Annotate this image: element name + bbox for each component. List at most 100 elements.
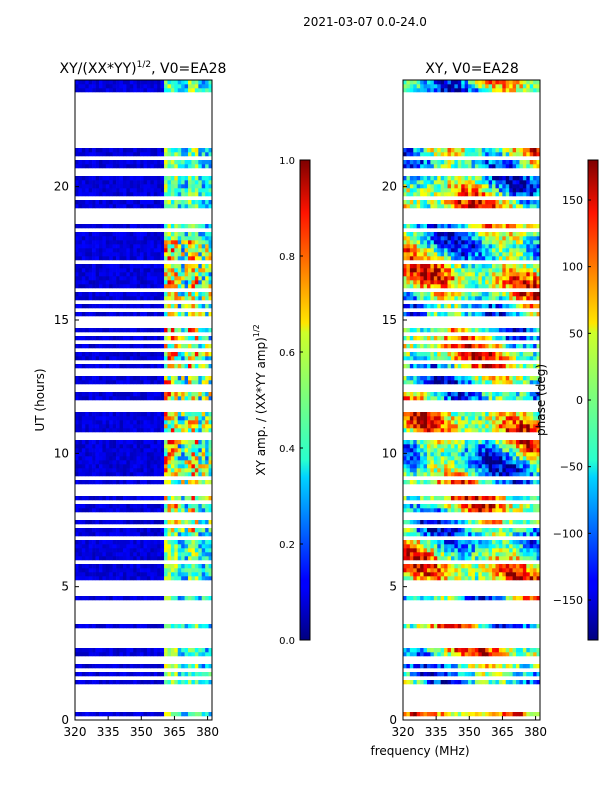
amp-heatmap-cell	[85, 244, 89, 249]
amp-heatmap-cell	[133, 712, 137, 717]
phase-heatmap-cell	[526, 376, 531, 381]
phase-heatmap-cell	[529, 624, 534, 629]
amp-heatmap-cell	[102, 364, 107, 369]
phase-heatmap-cell	[471, 540, 476, 545]
amp-heatmap-cell	[140, 236, 144, 241]
phase-heatmap-cell	[454, 672, 459, 677]
amp-heatmap-cell	[81, 148, 86, 153]
phase-heatmap-cell	[509, 576, 513, 581]
amp-heatmap-cell	[146, 544, 151, 549]
phase-heatmap-cell	[529, 712, 534, 717]
amp-heatmap-cell	[184, 496, 189, 501]
amp-heatmap-cell	[153, 504, 158, 509]
amp-heatmap-cell	[174, 264, 179, 269]
amp-heatmap-cell	[170, 272, 175, 277]
amp-heatmap-cell	[205, 520, 209, 525]
amp-heatmap-cell	[81, 176, 86, 181]
amp-heatmap-cell	[78, 204, 83, 209]
amp-heatmap-cell	[136, 568, 141, 573]
phase-heatmap-cell	[516, 564, 520, 569]
amp-heatmap-cell	[119, 244, 124, 249]
amp-heatmap-cell	[205, 576, 209, 581]
amp-heatmap-cell	[177, 456, 182, 461]
amp-heatmap-cell	[85, 712, 89, 717]
amp-heatmap-cell	[122, 540, 127, 545]
amp-heatmap-cell	[98, 440, 103, 445]
phase-heatmap-cell	[457, 448, 462, 453]
amp-heatmap-cell	[81, 336, 86, 341]
phase-heatmap-cell	[430, 440, 435, 445]
amp-heatmap-cell	[78, 464, 83, 469]
amp-heatmap-cell	[188, 284, 192, 289]
amp-heatmap-cell	[112, 276, 117, 281]
amp-heatmap-cell	[102, 440, 107, 445]
phase-heatmap-cell	[495, 572, 500, 577]
phase-heatmap-cell	[471, 472, 476, 477]
phase-heatmap-cell	[426, 568, 431, 573]
phase-heatmap-cell	[529, 412, 534, 417]
amp-heatmap-cell	[143, 236, 148, 241]
amp-heatmap-cell	[177, 200, 182, 205]
amp-heatmap-cell	[164, 444, 168, 449]
amp-heatmap-cell	[133, 268, 137, 273]
amp-heatmap-cell	[174, 576, 179, 581]
amp-heatmap-cell	[177, 412, 182, 417]
phase-heatmap-cell	[423, 508, 428, 513]
amp-heatmap-cell	[85, 268, 89, 273]
amp-heatmap-cell	[150, 192, 155, 197]
amp-heatmap-cell	[153, 444, 158, 449]
phase-heatmap-cell	[492, 364, 496, 369]
amp-heatmap-cell	[81, 424, 86, 429]
phase-heatmap-cell	[420, 556, 424, 561]
amp-heatmap-cell	[140, 336, 144, 341]
amp-heatmap-cell	[81, 188, 86, 193]
phase-heatmap-cell	[454, 356, 459, 361]
amp-heatmap-cell	[208, 412, 213, 417]
amp-heatmap-cell	[177, 624, 182, 629]
amp-heatmap-cell	[157, 232, 161, 237]
phase-heatmap-cell	[519, 468, 524, 473]
amp-heatmap-cell	[95, 548, 100, 553]
amp-heatmap-cell	[174, 572, 179, 577]
amp-heatmap-cell	[146, 472, 151, 477]
phase-heatmap-cell	[505, 520, 510, 525]
amp-heatmap-cell	[146, 444, 151, 449]
phase-heatmap-cell	[454, 556, 459, 561]
amp-heatmap-cell	[160, 556, 165, 561]
phase-heatmap-cell	[529, 440, 534, 445]
phase-heatmap-cell	[502, 456, 507, 461]
amp-heatmap-cell	[143, 672, 148, 677]
amp-heatmap-cell	[205, 528, 209, 533]
phase-heatmap-cell	[403, 412, 407, 417]
phase-heatmap-cell	[505, 376, 510, 381]
amp-heatmap-cell	[188, 380, 192, 385]
phase-heatmap-cell	[457, 648, 462, 653]
phase-heatmap-cell	[502, 504, 507, 509]
amp-heatmap-cell	[75, 520, 79, 525]
phase-heatmap-cell	[409, 564, 414, 569]
amp-heatmap-cell	[75, 184, 79, 189]
phase-heatmap-cell	[495, 444, 500, 449]
amp-heatmap-cell	[198, 180, 203, 185]
amp-heatmap-cell	[160, 392, 165, 397]
amp-heatmap-cell	[112, 568, 117, 573]
amp-heatmap-cell	[198, 452, 203, 457]
amp-heatmap-cell	[208, 236, 213, 241]
phase-heatmap-cell	[406, 496, 411, 501]
amp-heatmap-cell	[208, 480, 213, 485]
amp-heatmap-cell	[143, 244, 148, 249]
amp-heatmap-cell	[146, 296, 151, 301]
amp-panel: XY/(XX*YY)1/2, V0=EA28 320 335 350 365 380 0…	[33, 60, 226, 739]
phase-heatmap-cell	[461, 456, 465, 461]
phase-heatmap-cell	[437, 444, 441, 449]
amp-heatmap-cell	[119, 672, 124, 677]
phase-heatmap-cell	[502, 652, 507, 657]
amp-heatmap-cell	[146, 224, 151, 229]
amp-heatmap-cell	[105, 376, 110, 381]
phase-heatmap-cell	[447, 412, 452, 417]
phase-heatmap-cell	[420, 428, 424, 433]
phase-heatmap-cell	[457, 460, 462, 465]
phase-heatmap-cell	[533, 396, 537, 401]
amp-heatmap-cell	[102, 544, 107, 549]
amp-heatmap-cell	[181, 544, 185, 549]
